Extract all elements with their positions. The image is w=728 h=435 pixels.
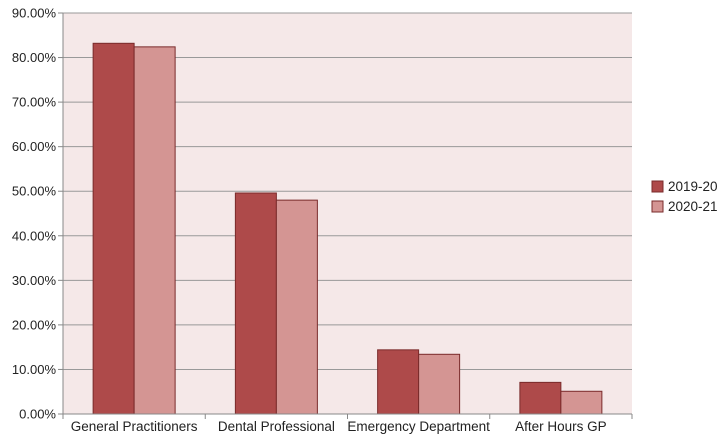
legend-label: 2019-20 <box>668 179 718 194</box>
x-tick-label: Dental Professional <box>218 419 335 434</box>
y-axis: 0.00% 10.00% 20.00% 30.00% 40.00% 50.00% 60.00… <box>12 6 64 422</box>
legend-swatch <box>651 180 664 193</box>
bar <box>133 46 176 415</box>
bar <box>92 42 135 415</box>
y-tick-label: 10.00% <box>12 362 57 377</box>
bar <box>418 353 461 415</box>
y-tick-label: 80.00% <box>12 50 57 65</box>
x-axis: General Practitioners Dental Professional… <box>62 413 633 434</box>
legend-swatch <box>651 200 664 213</box>
x-tick-label: After Hours GP <box>515 419 607 434</box>
y-tick-label: 20.00% <box>12 317 57 332</box>
bar <box>519 381 562 415</box>
x-tick-label: General Practitioners <box>71 419 198 434</box>
y-tick-label: 90.00% <box>12 6 57 21</box>
y-tick-label: 0.00% <box>19 407 56 422</box>
bar <box>275 199 318 415</box>
y-tick-label: 60.00% <box>12 139 57 154</box>
legend: 2019-20 2020-21 <box>651 179 718 214</box>
y-tick-label: 30.00% <box>12 273 57 288</box>
bar <box>234 192 277 415</box>
legend-label: 2020-21 <box>668 199 718 214</box>
y-tick-label: 70.00% <box>12 95 57 110</box>
y-tick-label: 40.00% <box>12 228 57 243</box>
x-tick-label: Emergency Department <box>347 419 490 434</box>
y-tick-label: 50.00% <box>12 184 57 199</box>
bar <box>560 390 603 415</box>
bars <box>92 42 603 415</box>
bar <box>377 349 420 415</box>
